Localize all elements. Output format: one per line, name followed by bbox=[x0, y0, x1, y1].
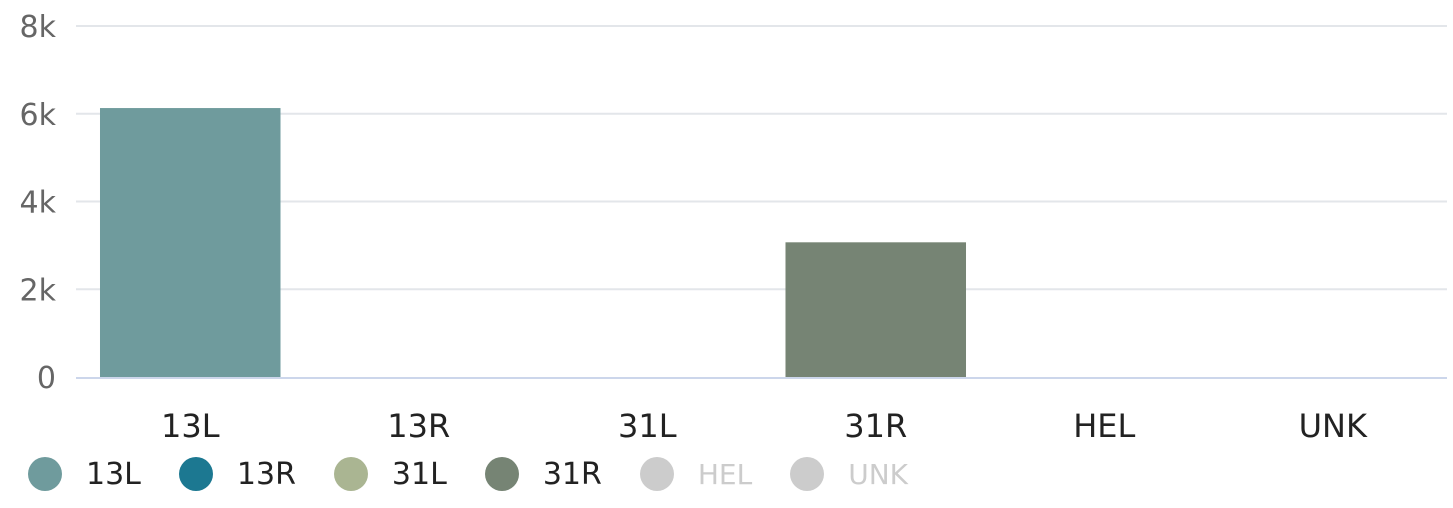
legend-item-hel[interactable]: HEL bbox=[639, 457, 753, 491]
x-tick-label: 13L bbox=[161, 407, 220, 445]
x-tick-label: 31L bbox=[618, 407, 677, 445]
legend-marker bbox=[178, 457, 213, 491]
y-axis-ticks: 0 2k 4k 6k 8k bbox=[20, 10, 57, 396]
bar-chart: 0 2k 4k 6k 8k 13L 13R 31L 31R HEL UNK bbox=[20, 10, 1447, 445]
legend: 13L 13R 31L 31R HEL UNK bbox=[28, 452, 946, 496]
grid-lines bbox=[76, 25, 1447, 291]
legend-item-13r[interactable]: 13R bbox=[178, 456, 296, 492]
bar-31r[interactable] bbox=[785, 242, 967, 377]
legend-label: 31R bbox=[542, 456, 602, 492]
bars bbox=[99, 108, 967, 377]
bar-13l[interactable] bbox=[99, 108, 281, 377]
x-tick-label: HEL bbox=[1073, 407, 1135, 445]
x-tick-label: 31R bbox=[844, 407, 907, 445]
legend-label: 31L bbox=[391, 456, 447, 492]
legend-item-unk[interactable]: UNK bbox=[790, 457, 908, 491]
y-tick-label: 4k bbox=[20, 186, 57, 221]
legend-label: 13R bbox=[236, 456, 296, 492]
legend-label: 13L bbox=[86, 456, 141, 492]
legend-marker bbox=[790, 457, 825, 491]
legend-label: HEL bbox=[697, 457, 753, 491]
legend-item-31r[interactable]: 31R bbox=[484, 456, 602, 492]
legend-item-13l[interactable]: 13L bbox=[28, 457, 141, 492]
legend-marker bbox=[333, 457, 368, 491]
x-tick-label: UNK bbox=[1299, 407, 1368, 445]
x-tick-label: 13R bbox=[387, 407, 450, 445]
y-tick-label: 8k bbox=[20, 10, 57, 45]
legend-label: UNK bbox=[848, 457, 909, 491]
y-tick-label: 0 bbox=[37, 361, 56, 396]
legend-marker bbox=[484, 457, 519, 491]
y-tick-label: 6k bbox=[20, 98, 57, 133]
y-tick-label: 2k bbox=[20, 273, 57, 308]
legend-marker bbox=[639, 457, 674, 491]
x-axis-ticks: 13L 13R 31L 31R HEL UNK bbox=[161, 407, 1368, 445]
legend-item-31l[interactable]: 31L bbox=[333, 456, 447, 492]
legend-marker bbox=[28, 457, 62, 491]
